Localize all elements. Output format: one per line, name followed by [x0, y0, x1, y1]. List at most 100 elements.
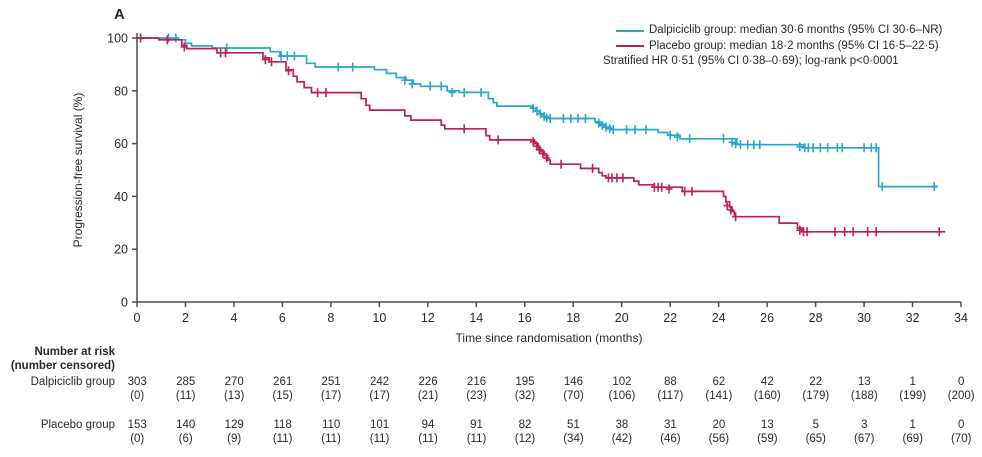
svg-text:12: 12	[421, 311, 435, 325]
panel-label: A	[114, 6, 125, 23]
at-risk-count: 146	[563, 376, 584, 388]
svg-text:80: 80	[114, 84, 128, 98]
censored-count: (0)	[130, 390, 145, 402]
censored-count: (0)	[130, 433, 145, 445]
svg-text:2: 2	[182, 311, 189, 325]
svg-text:18: 18	[566, 311, 580, 325]
dalpiciclib-line-swatch	[616, 29, 644, 32]
at-risk-count: 13	[760, 419, 774, 431]
risk-cell: 13 (59)	[743, 418, 791, 446]
censored-count: (199)	[899, 390, 927, 402]
at-risk-count: 3	[861, 419, 868, 431]
at-risk-count: 216	[466, 376, 487, 388]
at-risk-count: 140	[176, 419, 196, 431]
censored-count: (32)	[514, 390, 536, 402]
censored-count: (160)	[753, 390, 781, 402]
risk-cell: 285 (11)	[161, 375, 209, 403]
risk-cell: 261 (15)	[258, 375, 306, 403]
risk-cell: 0 (70)	[937, 418, 982, 446]
risk-header-line2: (number censored)	[10, 360, 115, 372]
censored-count: (13)	[223, 390, 245, 402]
censored-count: (200)	[947, 390, 975, 402]
at-risk-count: 62	[712, 376, 726, 388]
risk-row-placebo: 153 (0) 140 (6) 129 (9) 118 (11) 110 (11) 101 (11) 9…	[113, 418, 982, 446]
risk-cell: 129 (9)	[210, 418, 258, 446]
censored-count: (106)	[608, 390, 636, 402]
legend-entry-label: Placebo group: median 18·2 months (95% C…	[649, 39, 939, 52]
censored-count: (179)	[802, 390, 830, 402]
at-risk-count: 226	[418, 376, 438, 388]
svg-text:28: 28	[809, 311, 823, 325]
censored-count: (6)	[178, 433, 193, 445]
at-risk-count: 22	[809, 376, 823, 388]
svg-text:30: 30	[857, 311, 871, 325]
legend-stat-note: Stratified HR 0·51 (95% CI 0·38–0·69); l…	[603, 54, 942, 70]
at-risk-count: 270	[224, 376, 244, 388]
censored-count: (117)	[657, 390, 684, 402]
censored-count: (15)	[272, 390, 293, 402]
svg-text:8: 8	[327, 311, 334, 325]
censored-count: (23)	[466, 390, 487, 402]
censored-count: (59)	[757, 433, 778, 445]
at-risk-count: 261	[273, 376, 293, 388]
censored-count: (11)	[418, 433, 438, 445]
censored-count: (11)	[466, 433, 487, 445]
risk-cell: 0 (200)	[937, 375, 982, 403]
risk-cell: 62 (141)	[695, 375, 743, 403]
svg-text:0: 0	[121, 296, 128, 310]
censored-count: (11)	[175, 390, 196, 402]
risk-cell: 226 (21)	[404, 375, 452, 403]
svg-text:4: 4	[230, 311, 237, 325]
censored-count: (65)	[805, 433, 827, 445]
placebo-line-swatch	[616, 45, 644, 48]
svg-text:34: 34	[954, 311, 968, 325]
at-risk-count: 0	[958, 376, 965, 388]
at-risk-count: 94	[421, 419, 435, 431]
censored-count: (11)	[321, 433, 341, 445]
axes	[132, 33, 962, 307]
svg-text:26: 26	[760, 311, 774, 325]
at-risk-count: 5	[812, 419, 819, 431]
risk-cell: 13 (188)	[840, 375, 888, 403]
at-risk-count: 91	[470, 419, 483, 431]
risk-cell: 118 (11)	[258, 418, 306, 446]
at-risk-count: 242	[369, 376, 390, 388]
risk-cell: 1 (199)	[889, 375, 937, 403]
legend-entry-dalpiciclib: Dalpiciclib group: median 30·6 months (9…	[603, 23, 942, 39]
svg-text:14: 14	[469, 311, 483, 325]
censored-count: (11)	[369, 433, 390, 445]
risk-cell: 51 (34)	[549, 418, 597, 446]
svg-text:60: 60	[114, 137, 128, 151]
risk-table-header: Number at risk (number censored)	[0, 345, 115, 373]
x-axis-title: Time since randomisation (months)	[455, 331, 643, 345]
censored-count: (188)	[850, 390, 878, 402]
risk-row-dalpiciclib: 303 (0) 285 (11) 270 (13) 261 (15) 251 (17) 242 (17…	[113, 375, 982, 403]
censored-count: (11)	[272, 433, 293, 445]
at-risk-count: 42	[760, 376, 774, 388]
svg-text:20: 20	[615, 311, 629, 325]
censored-count: (70)	[563, 390, 584, 402]
stat-note-text: Stratified HR 0·51 (95% CI 0·38–0·69); l…	[603, 55, 899, 67]
risk-cell: 91 (11)	[452, 418, 500, 446]
svg-text:22: 22	[663, 311, 677, 325]
risk-cell: 270 (13)	[210, 375, 258, 403]
at-risk-count: 0	[958, 419, 965, 431]
at-risk-count: 101	[369, 419, 390, 431]
svg-text:100: 100	[107, 32, 128, 46]
at-risk-count: 82	[518, 419, 532, 431]
at-risk-count: 102	[612, 376, 632, 388]
risk-cell: 140 (6)	[161, 418, 209, 446]
censored-count: (34)	[563, 433, 584, 445]
risk-cell: 3 (67)	[840, 418, 888, 446]
legend-entry-label: Dalpiciclib group: median 30·6 months (9…	[649, 24, 943, 36]
risk-cell: 146 (70)	[549, 375, 597, 403]
risk-cell: 216 (23)	[452, 375, 500, 403]
svg-text:16: 16	[518, 311, 532, 325]
at-risk-count: 129	[224, 419, 244, 431]
svg-text:24: 24	[712, 311, 726, 325]
risk-row-label-dalpiciclib: Dalpiciclib group	[30, 376, 115, 388]
legend: Dalpiciclib group: median 30·6 months (9…	[603, 23, 942, 70]
censored-count: (17)	[320, 390, 342, 402]
at-risk-count: 13	[857, 376, 871, 388]
